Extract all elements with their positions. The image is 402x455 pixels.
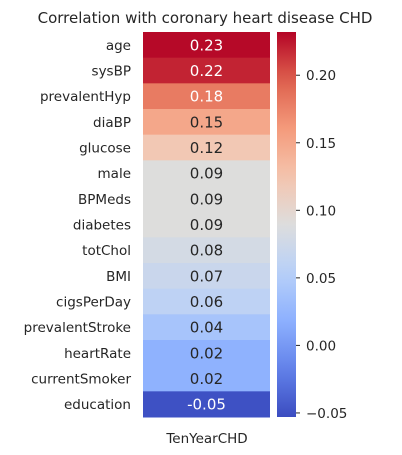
row-label: education: [64, 397, 131, 413]
row-label: prevalentStroke: [24, 320, 131, 336]
row-label: prevalentHyp: [40, 89, 131, 105]
row-label: diaBP: [93, 115, 131, 131]
cell-annotation: 0.18: [190, 88, 223, 106]
row-labels: age sysBP prevalentHyp diaBP glucose male BPMe…: [24, 38, 132, 413]
heatmap-cell: [143, 186, 270, 213]
row-label: totChol: [82, 243, 131, 259]
cell-annotation: 0.09: [190, 165, 223, 183]
cell-annotation: 0.23: [190, 36, 223, 54]
row-label: BPMeds: [78, 192, 131, 208]
heatmap-cell: [143, 160, 270, 187]
heatmap-cell: [143, 109, 270, 136]
heatmap-cell: [143, 83, 270, 110]
row-label: sysBP: [92, 64, 131, 80]
colorbar-tick-label: −0.05: [306, 406, 347, 422]
cell-annotation: 0.02: [190, 370, 223, 388]
colorbar-tick-label: 0.05: [306, 271, 336, 287]
heatmap-cell: [143, 57, 270, 84]
heatmap-cell: [143, 134, 270, 161]
heatmap-cells: 0.23 0.22 0.18 0.15 0.12 0.09 0.09 0.09 0.08 0.07…: [143, 32, 270, 418]
row-label: currentSmoker: [31, 372, 131, 388]
heatmap-cell: [143, 340, 270, 367]
colorbar-tick-label: 0.00: [306, 338, 336, 354]
row-label: glucose: [79, 141, 131, 157]
cell-annotation: 0.09: [190, 190, 223, 208]
heatmap-cell: [143, 365, 270, 392]
cell-annotation: 0.06: [190, 293, 223, 311]
x-tick-label: TenYearCHD: [165, 431, 247, 447]
heatmap-cell: [143, 314, 270, 341]
cell-annotation: 0.15: [190, 113, 223, 131]
row-label: cigsPerDay: [56, 295, 131, 311]
colorbar-tick-label: 0.10: [306, 203, 336, 219]
row-label: diabetes: [73, 218, 131, 234]
row-label: age: [106, 38, 131, 54]
heatmap-cell: [143, 263, 270, 290]
row-label: BMI: [106, 269, 131, 285]
chart-title: Correlation with coronary heart disease …: [38, 9, 373, 27]
heatmap-cell: [143, 288, 270, 315]
cell-annotation: 0.22: [190, 62, 223, 80]
cell-annotation: 0.07: [190, 267, 223, 285]
heatmap-cell: [143, 32, 270, 59]
row-label: heartRate: [64, 346, 131, 362]
cell-annotation: 0.08: [190, 242, 223, 260]
heatmap-cell: [143, 211, 270, 238]
cell-annotation: 0.12: [190, 139, 223, 157]
cell-annotation: 0.09: [190, 216, 223, 234]
colorbar-tick-label: 0.15: [306, 136, 336, 152]
cell-annotation: -0.05: [187, 396, 226, 414]
colorbar: [277, 32, 296, 417]
colorbar-ticks: −0.05 0.00 0.05 0.10 0.15 0.20: [296, 68, 347, 422]
heatmap-cell: [143, 237, 270, 264]
row-label: male: [98, 166, 131, 182]
colorbar-tick-label: 0.20: [306, 68, 336, 84]
cell-annotation: 0.02: [190, 344, 223, 362]
cell-annotation: 0.04: [190, 319, 223, 337]
heatmap-cell: [143, 391, 270, 418]
